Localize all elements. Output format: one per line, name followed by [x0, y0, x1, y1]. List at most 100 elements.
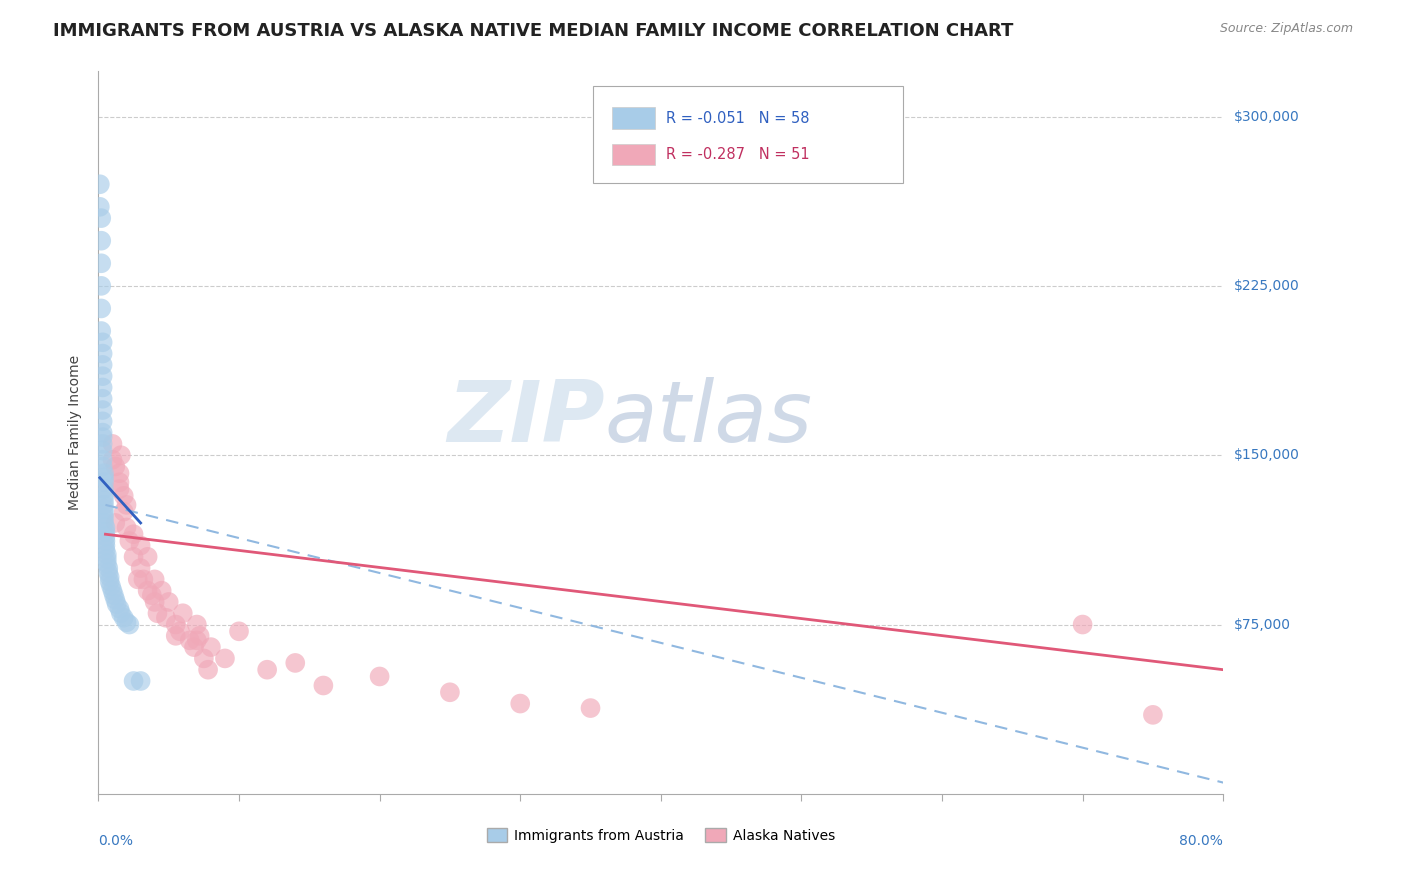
Point [97, 566, 120, 580]
Point [127, 573, 149, 587]
Text: ZIP: ZIP [447, 376, 605, 459]
Text: IMMIGRANTS FROM AUSTRIA VS ALASKA NATIVE MEDIAN FAMILY INCOME CORRELATION CHART: IMMIGRANTS FROM AUSTRIA VS ALASKA NATIVE… [53, 22, 1014, 40]
Text: atlas: atlas [605, 376, 813, 459]
Text: R = -0.051   N = 58: R = -0.051 N = 58 [666, 111, 810, 126]
Text: 80.0%: 80.0% [1180, 834, 1223, 847]
Point [93, 502, 115, 516]
Point [90, 324, 112, 338]
Point [100, 579, 122, 593]
Text: $150,000: $150,000 [1234, 448, 1301, 462]
Point [91, 380, 114, 394]
Point [91, 414, 114, 428]
Point [143, 573, 166, 587]
Point [186, 617, 208, 632]
Point [101, 437, 124, 451]
Point [91, 335, 114, 350]
Point [96, 557, 118, 571]
Point [165, 629, 187, 643]
Point [256, 663, 278, 677]
Legend: Immigrants from Austria, Alaska Natives: Immigrants from Austria, Alaska Natives [481, 822, 841, 848]
Text: $225,000: $225,000 [1234, 279, 1301, 293]
Point [115, 615, 138, 630]
Point [108, 467, 131, 481]
Point [143, 595, 166, 609]
Point [172, 607, 194, 621]
Text: $75,000: $75,000 [1234, 617, 1291, 632]
Point [110, 448, 132, 462]
Bar [613, 108, 655, 129]
Point [94, 533, 117, 548]
Point [104, 459, 127, 474]
Point [284, 656, 307, 670]
Bar [613, 144, 655, 165]
Point [141, 588, 163, 602]
Point [94, 520, 117, 534]
Point [91, 425, 114, 440]
Text: $300,000: $300,000 [1234, 110, 1301, 123]
Point [94, 529, 117, 543]
Text: Source: ZipAtlas.com: Source: ZipAtlas.com [1219, 22, 1353, 36]
Point [439, 685, 461, 699]
Point [122, 673, 145, 688]
Point [96, 548, 118, 562]
Point [91, 452, 114, 467]
Point [98, 574, 121, 589]
Point [179, 633, 201, 648]
Point [90, 211, 112, 226]
Point [200, 640, 222, 654]
Point [93, 489, 115, 503]
Point [94, 524, 117, 539]
Point [91, 392, 114, 406]
Point [91, 403, 114, 417]
Point [186, 633, 208, 648]
Point [136, 583, 159, 598]
Point [108, 601, 131, 615]
Point [118, 533, 141, 548]
Point [228, 624, 250, 639]
Point [132, 573, 155, 587]
Point [101, 583, 124, 598]
Point [93, 507, 115, 521]
Point [93, 467, 115, 481]
Point [122, 549, 145, 564]
Point [193, 651, 215, 665]
Point [197, 663, 219, 677]
Point [93, 498, 115, 512]
Point [112, 489, 135, 503]
Point [188, 629, 211, 643]
Point [157, 595, 180, 609]
Point [105, 597, 128, 611]
Point [98, 570, 121, 584]
Point [93, 471, 115, 485]
Point [104, 592, 127, 607]
Point [368, 669, 391, 683]
Point [91, 437, 114, 451]
Point [94, 543, 117, 558]
Text: 0.0%: 0.0% [98, 834, 134, 847]
Point [146, 607, 169, 621]
Point [93, 493, 115, 508]
Point [169, 624, 191, 639]
Point [118, 617, 141, 632]
Point [108, 475, 131, 490]
Point [93, 516, 115, 530]
Point [112, 611, 135, 625]
Point [150, 583, 173, 598]
Point [509, 697, 531, 711]
Point [90, 234, 112, 248]
Point [93, 475, 115, 490]
Point [165, 617, 187, 632]
Point [93, 511, 115, 525]
Point [103, 588, 125, 602]
Point [183, 640, 205, 654]
Point [89, 200, 111, 214]
Point [101, 452, 124, 467]
Point [1071, 617, 1094, 632]
Point [91, 443, 114, 458]
Text: R = -0.287   N = 51: R = -0.287 N = 51 [666, 147, 810, 162]
FancyBboxPatch shape [593, 86, 903, 184]
Point [93, 482, 115, 496]
Point [136, 549, 159, 564]
Point [112, 505, 135, 519]
Point [91, 430, 114, 444]
